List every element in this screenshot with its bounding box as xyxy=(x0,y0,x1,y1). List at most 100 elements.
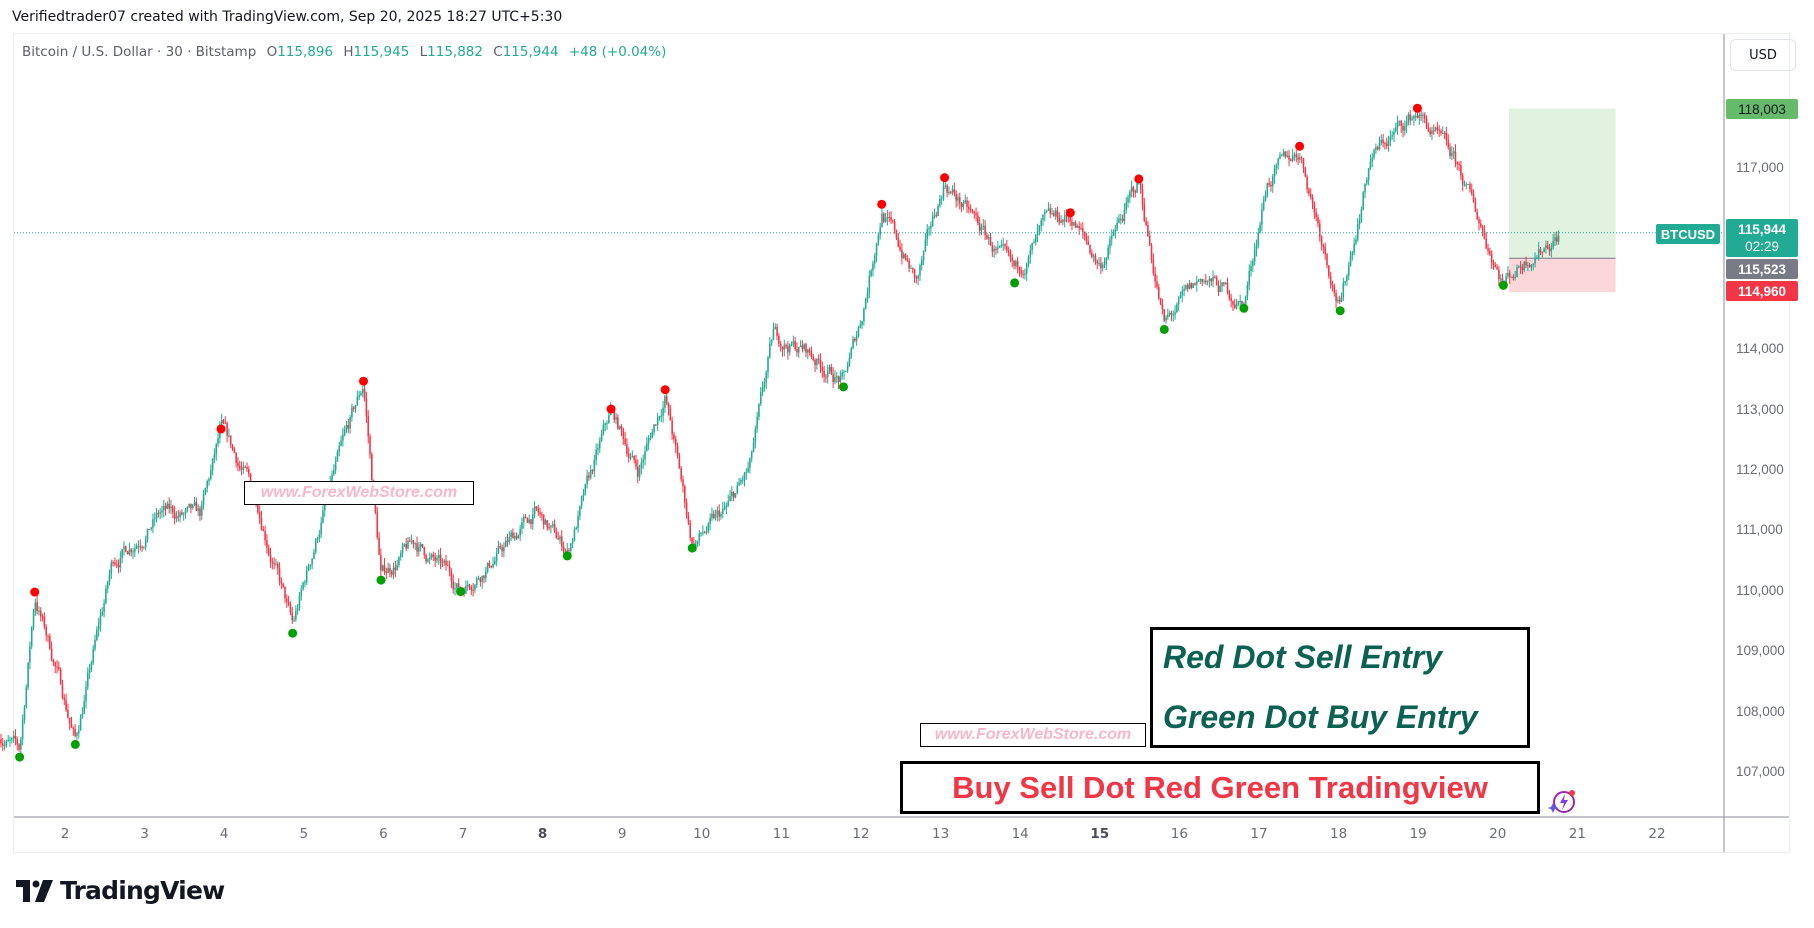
candle-body xyxy=(146,529,149,540)
candle-body xyxy=(973,211,976,214)
candle-body xyxy=(20,738,22,750)
candle-body xyxy=(506,540,509,542)
candle-body xyxy=(1161,304,1164,310)
candle-body xyxy=(703,532,706,534)
candle-body xyxy=(571,540,574,544)
tradingview-logo[interactable]: TradingView xyxy=(16,876,225,905)
candle-body xyxy=(1212,276,1214,282)
candle-body xyxy=(452,581,455,589)
candle-body xyxy=(787,346,789,353)
chart-credit: Verifiedtrader07 created with TradingVie… xyxy=(12,9,563,25)
stop-price-label: 114,960 xyxy=(1726,281,1798,301)
candle-body xyxy=(436,558,438,561)
candle-body xyxy=(964,200,967,203)
candle-body xyxy=(986,235,988,239)
candle-body xyxy=(119,557,122,568)
candle-body xyxy=(759,392,762,405)
candle-body xyxy=(524,516,527,519)
candle-body xyxy=(1192,283,1194,289)
candle-body xyxy=(781,346,784,350)
high-label: H xyxy=(343,44,354,60)
candle-body xyxy=(1492,262,1495,265)
candle-body xyxy=(23,707,26,720)
candle-body xyxy=(886,216,889,219)
candle-body xyxy=(52,659,55,663)
candle-body xyxy=(807,349,809,353)
candle-body xyxy=(1139,181,1142,190)
candle-body xyxy=(38,610,40,612)
candle-body xyxy=(1315,212,1317,218)
lightning-icon[interactable] xyxy=(1548,787,1578,815)
candle-body xyxy=(803,344,805,349)
candle-body xyxy=(1074,222,1077,228)
buy-dot xyxy=(1498,280,1508,290)
candle-body xyxy=(508,537,511,542)
candle-body xyxy=(682,479,684,487)
open-group: O115,896 xyxy=(267,44,333,60)
candle-body xyxy=(1181,290,1184,295)
candle-body xyxy=(841,372,843,377)
candle-body xyxy=(582,494,585,497)
candle-body xyxy=(1346,275,1348,282)
candle-body xyxy=(1072,222,1075,226)
candle-body xyxy=(108,573,111,582)
candle-body xyxy=(683,486,686,503)
candle-body xyxy=(448,566,451,573)
candle-body xyxy=(1362,192,1365,210)
candle-body xyxy=(958,197,961,204)
candle-body xyxy=(249,473,252,484)
candle-body xyxy=(1081,228,1084,232)
candle-body xyxy=(1123,209,1126,221)
candle-body xyxy=(1442,132,1444,134)
candle-body xyxy=(334,461,337,470)
candle-body xyxy=(1145,220,1147,226)
candle-body xyxy=(130,549,133,552)
candle-body xyxy=(1143,204,1146,221)
candle-body xyxy=(371,454,373,481)
candle-body xyxy=(606,423,608,425)
candle-body xyxy=(823,371,825,377)
symbol-legend[interactable]: Bitcoin / U.S. Dollar · 30 · Bitstamp O1… xyxy=(22,44,672,60)
candle-body xyxy=(1447,140,1450,148)
candle-body xyxy=(1058,217,1061,223)
candle-body xyxy=(137,546,140,548)
candle-body xyxy=(767,357,769,373)
candle-body xyxy=(495,552,498,562)
candle-body xyxy=(835,376,838,378)
candle-body xyxy=(535,506,538,509)
candle-body xyxy=(913,268,916,277)
candle-body xyxy=(816,358,818,366)
candle-body xyxy=(622,429,625,439)
candle-body xyxy=(1286,155,1289,157)
candle-body xyxy=(723,507,726,509)
candle-body xyxy=(0,739,2,744)
candle-body xyxy=(257,500,259,513)
candle-body xyxy=(1024,273,1026,275)
candle-body xyxy=(7,740,9,742)
candle-body xyxy=(658,416,661,418)
candle-body xyxy=(1237,300,1240,304)
candle-body xyxy=(1322,244,1325,247)
candle-body xyxy=(870,270,872,276)
candle-body xyxy=(783,344,786,350)
candle-body xyxy=(1333,285,1336,293)
low-group: L115,882 xyxy=(420,44,483,60)
candle-body xyxy=(595,449,597,460)
sell-dot xyxy=(359,376,368,386)
candle-body xyxy=(1472,193,1475,203)
candle-body xyxy=(980,227,983,231)
candle-body xyxy=(217,438,219,444)
candle-body xyxy=(430,554,433,558)
target-zone[interactable] xyxy=(1508,108,1616,259)
candle-body xyxy=(989,237,992,246)
candle-body xyxy=(1018,266,1021,271)
candle-body xyxy=(1109,239,1111,248)
candle-body xyxy=(1259,224,1261,233)
candle-body xyxy=(512,532,514,539)
candle-body xyxy=(935,215,938,217)
candle-body xyxy=(1443,132,1446,134)
currency-button[interactable]: USD xyxy=(1730,39,1796,71)
candle-body xyxy=(665,396,668,404)
candle-body xyxy=(287,601,290,605)
candle-body xyxy=(1065,215,1068,217)
